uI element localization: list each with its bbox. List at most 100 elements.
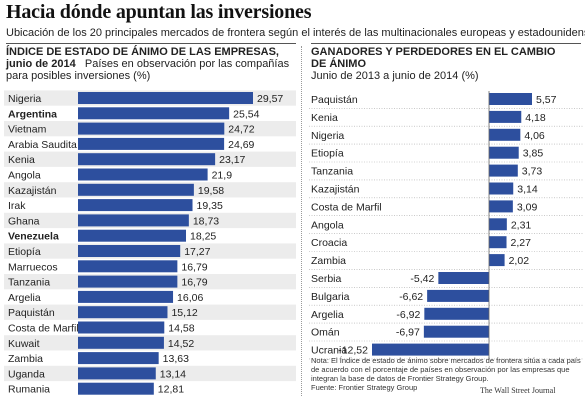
category-label: Kenia xyxy=(8,154,35,166)
category-label: Nigeria xyxy=(8,93,41,105)
left-subheading-line3: para posibles inversiones (%) xyxy=(6,70,151,82)
category-label: Ghana xyxy=(8,215,40,227)
source-text: Fuente: Frontier Strategy Group xyxy=(311,383,418,392)
value-label: 16,79 xyxy=(181,277,207,289)
page-subtitle: Ubicación de los 20 principales mercados… xyxy=(6,27,585,39)
left-subheading-date: junio de 2014 xyxy=(6,58,76,70)
bar xyxy=(489,164,518,177)
value-label: 3,85 xyxy=(523,148,544,160)
value-label: 24,72 xyxy=(228,124,254,136)
bar xyxy=(78,367,156,380)
value-label: 16,79 xyxy=(181,261,207,273)
bar xyxy=(78,306,168,319)
value-label: 2,27 xyxy=(511,237,532,249)
category-label: Kuwait xyxy=(8,338,40,350)
value-label: 13,14 xyxy=(160,368,186,380)
value-label: 19,58 xyxy=(198,185,224,197)
bar xyxy=(78,92,253,104)
bar xyxy=(489,128,521,141)
divider-left xyxy=(6,43,296,44)
category-label: Angola xyxy=(311,219,344,231)
bar xyxy=(78,107,230,120)
bar xyxy=(78,229,187,242)
value-label: 3,73 xyxy=(522,166,543,178)
category-label: Irak xyxy=(8,200,26,212)
bar xyxy=(78,352,159,365)
bar xyxy=(372,343,489,356)
category-label: Nigeria xyxy=(311,130,344,142)
value-label: 29,57 xyxy=(257,93,283,105)
value-label: -6,92 xyxy=(396,309,420,321)
category-label: Kazajistán xyxy=(8,185,57,197)
bar xyxy=(78,183,194,196)
bar xyxy=(78,168,208,181)
bar xyxy=(489,182,514,195)
bar xyxy=(78,275,178,288)
divider-right xyxy=(311,43,581,44)
right-subheading: Junio de 2013 a junio de 2014 (%) xyxy=(311,70,479,82)
category-label: Rumania xyxy=(8,384,50,396)
value-label: 4,06 xyxy=(524,130,545,142)
bar xyxy=(427,289,489,302)
category-label: Serbia xyxy=(311,273,342,285)
credit-text: The Wall Street Journal xyxy=(480,386,556,395)
bar xyxy=(78,245,181,257)
category-label: Vietnam xyxy=(8,124,47,136)
category-label: Kenia xyxy=(311,112,338,124)
bar xyxy=(78,382,154,395)
bar xyxy=(78,137,225,150)
category-label: Costa de Marfil xyxy=(311,201,382,213)
bar xyxy=(78,199,193,212)
bar xyxy=(424,307,489,320)
value-label: -6,62 xyxy=(399,291,423,303)
bar xyxy=(489,254,505,267)
value-label: 25,54 xyxy=(233,108,259,120)
value-label: 13,63 xyxy=(163,353,189,365)
value-label: 15,12 xyxy=(171,307,197,319)
category-label: Zambia xyxy=(311,255,346,267)
note-text: Nota: El Índice de estado de ánimo sobre… xyxy=(311,356,581,383)
category-label: Kazajistán xyxy=(311,184,360,196)
value-label: 24,69 xyxy=(228,139,254,151)
category-label: Venezuela xyxy=(8,231,59,243)
bar xyxy=(78,290,174,303)
value-label: 23,17 xyxy=(219,154,245,166)
category-label: Etiopía xyxy=(8,246,41,258)
panel-divider xyxy=(301,46,302,396)
bar xyxy=(438,272,489,284)
bar xyxy=(78,336,164,349)
right-panel-heading: GANADORES Y PERDEDORES EN EL CAMBIO DE Á… xyxy=(311,46,581,82)
bar xyxy=(489,236,507,249)
value-label: -5,42 xyxy=(410,273,434,285)
value-label: 18,25 xyxy=(190,231,216,243)
category-label: Argelia xyxy=(8,292,41,304)
category-label: Costa de Marfil xyxy=(8,323,79,335)
footnote: Nota: El Índice de estado de ánimo sobre… xyxy=(311,356,583,392)
bar xyxy=(78,260,178,273)
value-label: 19,35 xyxy=(197,200,223,212)
category-label: Arabia Saudita xyxy=(8,139,77,151)
category-label: Tanzania xyxy=(311,166,353,178)
category-label: Tanzania xyxy=(8,277,50,289)
value-label: -12,52 xyxy=(338,345,368,357)
category-label: Uganda xyxy=(8,368,45,380)
left-panel-heading: ÍNDICE DE ESTADO DE ÁNIMO DE LAS EMPRESA… xyxy=(6,46,296,82)
category-label: Zambia xyxy=(8,353,43,365)
category-label: Angola xyxy=(8,170,41,182)
value-label: 4,18 xyxy=(525,112,546,124)
value-label: 16,06 xyxy=(177,292,203,304)
bar xyxy=(423,325,489,338)
category-label: Croacia xyxy=(311,237,347,249)
right-heading-1: GANADORES Y PERDEDORES EN EL CAMBIO xyxy=(311,46,556,58)
bar xyxy=(489,93,532,105)
value-label: 12,81 xyxy=(158,384,184,396)
bar xyxy=(489,200,513,213)
value-label: -6,97 xyxy=(396,327,420,339)
value-label: 18,73 xyxy=(193,215,219,227)
bar xyxy=(78,122,225,135)
value-label: 14,58 xyxy=(168,323,194,335)
left-subheading-text: Países en observación por las compañías xyxy=(84,58,290,70)
value-label: 3,14 xyxy=(517,184,538,196)
